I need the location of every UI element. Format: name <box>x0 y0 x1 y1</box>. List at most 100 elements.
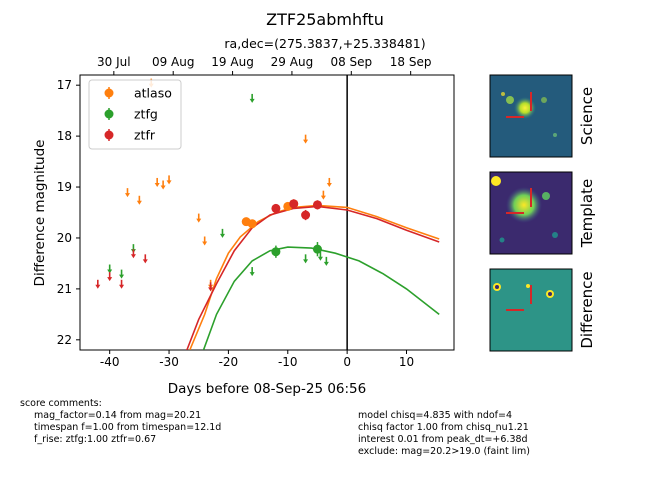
ztfr-upper-limit <box>130 249 136 259</box>
atlaso-limit-head <box>124 193 130 198</box>
atlaso-limit-head <box>166 180 172 185</box>
y-tick-label: 21 <box>57 282 72 296</box>
ztfg-limit-head <box>107 269 113 274</box>
difference-panel: Difference <box>489 268 596 352</box>
ztfg-limit-head <box>303 259 309 264</box>
score-comment-line: f_rise: ztfg:1.00 ztfr=0.67 <box>34 434 157 445</box>
y-axis-label: Difference magnitude <box>32 140 48 287</box>
model-comment-line: interest 0.01 from peak_dt=+6.38d <box>358 434 528 445</box>
ztfg-model-curve <box>202 246 440 350</box>
ztfg-limit-head <box>317 256 323 261</box>
ztfg-detection-point <box>271 247 281 257</box>
y-tick-label: 22 <box>57 333 72 347</box>
top-date-axis: 30 Jul 09 Aug 19 Aug 29 Aug 08 Sep 18 Sep <box>97 55 432 75</box>
atlaso-limit-head <box>160 185 166 190</box>
atlaso-upper-limit <box>202 236 208 246</box>
ztfr-limit-head <box>107 277 113 282</box>
ztfr-limit-head <box>130 254 136 259</box>
ztfr-limit-head <box>142 259 148 264</box>
atlaso-upper-limit <box>136 195 142 205</box>
ztfg-upper-limit <box>249 93 255 103</box>
atlaso-limit-head <box>320 195 326 200</box>
x-tick-label: -30 <box>159 355 179 369</box>
ztfr-upper-limit <box>208 282 214 292</box>
x-tick-label: -40 <box>100 355 120 369</box>
plot-frame <box>79 74 455 351</box>
legend: atlaso ztfg ztfr <box>88 79 182 150</box>
ztfg-limit-head <box>249 98 255 103</box>
ztfg-upper-limit <box>219 228 225 238</box>
ztfr-detection-point <box>301 210 311 220</box>
model-comment-line: chisq factor 1.00 from chisq_nu1.21 <box>358 422 529 433</box>
top-tick-label: 08 Sep <box>330 55 372 69</box>
science-panel: Science <box>489 74 596 158</box>
atlaso-upper-limit <box>154 177 160 187</box>
ztfg-upper-limit <box>323 256 329 266</box>
top-tick-label: 19 Aug <box>211 55 254 69</box>
ztfg-upper-limit <box>303 254 309 264</box>
legend-label: atlaso <box>134 86 172 101</box>
atlaso-limit-head <box>303 139 309 144</box>
y-tick-label: 20 <box>57 231 72 245</box>
chart-title: ZTF25abmhftu <box>266 10 384 29</box>
atlaso-limit-head <box>154 182 160 187</box>
atlaso-upper-limit <box>124 188 130 198</box>
ztfr-limit-head <box>208 287 214 292</box>
x-tick-label: -20 <box>219 355 239 369</box>
legend-marker <box>104 109 114 119</box>
ztfr-detection-point <box>289 199 299 209</box>
atlaso-upper-limit <box>196 213 202 223</box>
legend-marker <box>104 88 114 98</box>
ztfr-upper-limit <box>142 254 148 264</box>
atlaso-upper-limit <box>166 175 172 185</box>
legend-label: ztfr <box>134 128 156 143</box>
top-tick-label: 18 Sep <box>390 55 432 69</box>
ztfg-limit-head <box>323 261 329 266</box>
atlaso-limit-head <box>196 218 202 223</box>
y-tick-label: 17 <box>57 78 72 92</box>
ztfg-detection-point <box>312 244 322 254</box>
model-comment-line: model chisq=4.835 with ndof=4 <box>358 410 513 421</box>
ztfr-model-curve <box>186 205 440 350</box>
atlaso-upper-limit <box>303 134 309 144</box>
atlaso-detection-point <box>247 219 257 229</box>
y-tick-label: 18 <box>57 129 72 143</box>
y-tick-label: 19 <box>57 180 72 194</box>
atlaso-limit-head <box>136 200 142 205</box>
ztfg-upper-limit <box>119 269 125 279</box>
ztfr-limit-head <box>119 284 125 289</box>
template-label: Template <box>578 179 596 248</box>
model-comment-line: exclude: mag=20.2>19.0 (faint lim) <box>358 446 530 457</box>
ztfr-upper-limit <box>107 272 113 282</box>
ztfr-upper-limit <box>95 279 101 289</box>
x-tick-label: 0 <box>343 355 351 369</box>
atlaso-upper-limit <box>326 177 332 187</box>
ztfg-upper-limit <box>317 251 323 261</box>
score-comments-header: score comments: <box>20 398 102 409</box>
top-tick-label: 09 Aug <box>152 55 195 69</box>
ztfr-upper-limit <box>119 279 125 289</box>
plot-area: -40 -30 -20 -10 0 10 17 18 19 20 21 22 <box>57 74 455 369</box>
image-panels: Science Template Difference <box>489 74 596 352</box>
atlaso-upper-limit <box>320 190 326 200</box>
x-tick-label: -10 <box>278 355 298 369</box>
template-panel: Template <box>489 171 596 255</box>
atlaso-limit-head <box>326 182 332 187</box>
score-comment-line: timespan f=1.00 from timespan=12.1d <box>34 422 222 433</box>
ztfr-limit-head <box>95 284 101 289</box>
top-tick-label: 30 Jul <box>97 55 131 69</box>
x-tick-label: 10 <box>399 355 414 369</box>
chart-subtitle: ra,dec=(275.3837,+25.338481) <box>224 36 425 51</box>
ztfg-limit-head <box>249 272 255 277</box>
legend-marker <box>104 130 114 140</box>
ztfg-limit-head <box>119 274 125 279</box>
ztfr-detection-point <box>312 200 322 210</box>
ztfr-detection-point <box>271 203 281 213</box>
top-tick-label: 29 Aug <box>271 55 314 69</box>
difference-label: Difference <box>578 271 596 348</box>
atlaso-limit-head <box>202 241 208 246</box>
ztfg-upper-limit <box>107 264 113 274</box>
science-label: Science <box>578 87 596 145</box>
score-comment-line: mag_factor=0.14 from mag=20.21 <box>34 410 202 421</box>
